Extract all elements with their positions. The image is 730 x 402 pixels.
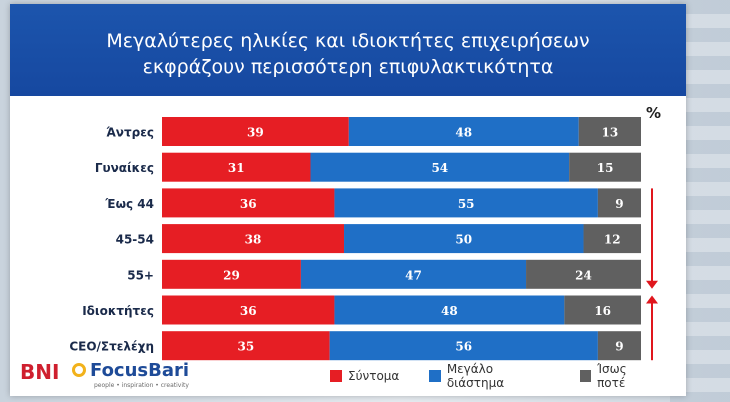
legend-swatch xyxy=(330,370,342,382)
percent-unit-label: % xyxy=(646,104,662,122)
bar-segment xyxy=(578,117,641,146)
focusbari-logo-icon xyxy=(72,363,86,377)
arrow-down-icon xyxy=(646,280,658,289)
focusbari-logo: FocusBari xyxy=(90,360,190,381)
data-label: 9 xyxy=(615,197,623,211)
data-label: 29 xyxy=(223,268,240,282)
title-band: Μεγαλύτερες ηλικίες και ιδιοκτήτες επιχε… xyxy=(10,4,686,96)
data-label: 54 xyxy=(431,161,448,175)
legend-item: Μεγάλο διάστημα xyxy=(429,362,549,390)
data-label: 47 xyxy=(405,268,422,282)
bar-segment xyxy=(569,152,641,182)
bar-segment xyxy=(162,331,330,361)
bar-segment xyxy=(300,259,527,289)
data-label: 35 xyxy=(237,340,254,354)
bar-segment xyxy=(564,295,641,325)
bar-segment xyxy=(162,259,301,289)
category-label: CEO/Στελέχη xyxy=(69,340,154,354)
bar-segment xyxy=(334,295,565,325)
chart-title: Μεγαλύτερες ηλικίες και ιδιοκτήτες επιχε… xyxy=(106,30,590,78)
data-label: 9 xyxy=(615,340,623,354)
bar-segment xyxy=(597,188,641,218)
category-label: 55+ xyxy=(127,268,154,282)
data-label: 50 xyxy=(455,233,472,247)
stacked-bar-chart: Άντρες 39 48 13 Γυναίκες 31 54 15 Έως 44 36 55 9 45-… xyxy=(69,117,658,361)
data-label: 48 xyxy=(441,304,458,318)
data-label: 13 xyxy=(602,126,619,140)
data-label: 38 xyxy=(245,233,262,247)
data-label: 48 xyxy=(455,126,472,140)
data-label: 56 xyxy=(455,340,472,354)
category-label: Έως 44 xyxy=(104,197,154,211)
focusbari-tagline: people • inspiration • creativity xyxy=(94,382,189,389)
legend-item: Ίσως ποτέ xyxy=(579,362,656,390)
bar-segment xyxy=(348,117,579,146)
arrow-up-icon xyxy=(646,295,658,304)
data-label: 36 xyxy=(240,304,257,318)
category-label: Άντρες xyxy=(106,126,154,140)
chart-legend: Σύντομα Μεγάλο διάστημα Ίσως ποτέ xyxy=(330,362,686,390)
data-label: 36 xyxy=(240,197,257,211)
data-label: 15 xyxy=(597,161,614,175)
legend-label: Μεγάλο διάστημα xyxy=(446,362,505,390)
data-label: 55 xyxy=(458,197,475,211)
legend-item: Σύντομα xyxy=(330,369,399,383)
bar-segment xyxy=(162,152,311,182)
bar-segment xyxy=(526,259,641,289)
slide-card: Μεγαλύτερες ηλικίες και ιδιοκτήτες επιχε… xyxy=(10,4,686,396)
data-label: 24 xyxy=(575,268,592,282)
data-label: 12 xyxy=(604,233,621,247)
data-label: 16 xyxy=(594,304,611,318)
legend-swatch xyxy=(579,370,592,382)
bar-segment xyxy=(583,224,641,254)
bar-segment xyxy=(597,331,641,361)
bar-segment xyxy=(162,188,335,218)
bar-segment xyxy=(344,224,584,254)
bar-segment xyxy=(162,224,345,254)
data-label: 31 xyxy=(228,161,245,175)
bar-segment xyxy=(334,188,598,218)
bar-segment xyxy=(329,331,598,361)
category-label: Γυναίκες xyxy=(95,161,154,175)
bar-segment xyxy=(310,152,570,182)
bar-segment xyxy=(162,295,335,325)
category-label: 45-54 xyxy=(116,233,154,247)
data-label: 39 xyxy=(247,126,264,140)
legend-swatch xyxy=(429,370,441,382)
bni-logo: BNI xyxy=(20,360,60,384)
bar-segment xyxy=(162,117,349,146)
legend-label: Ίσως ποτέ xyxy=(597,362,627,390)
category-label: Ιδιοκτήτες xyxy=(82,304,154,318)
legend-label: Σύντομα xyxy=(348,369,400,383)
